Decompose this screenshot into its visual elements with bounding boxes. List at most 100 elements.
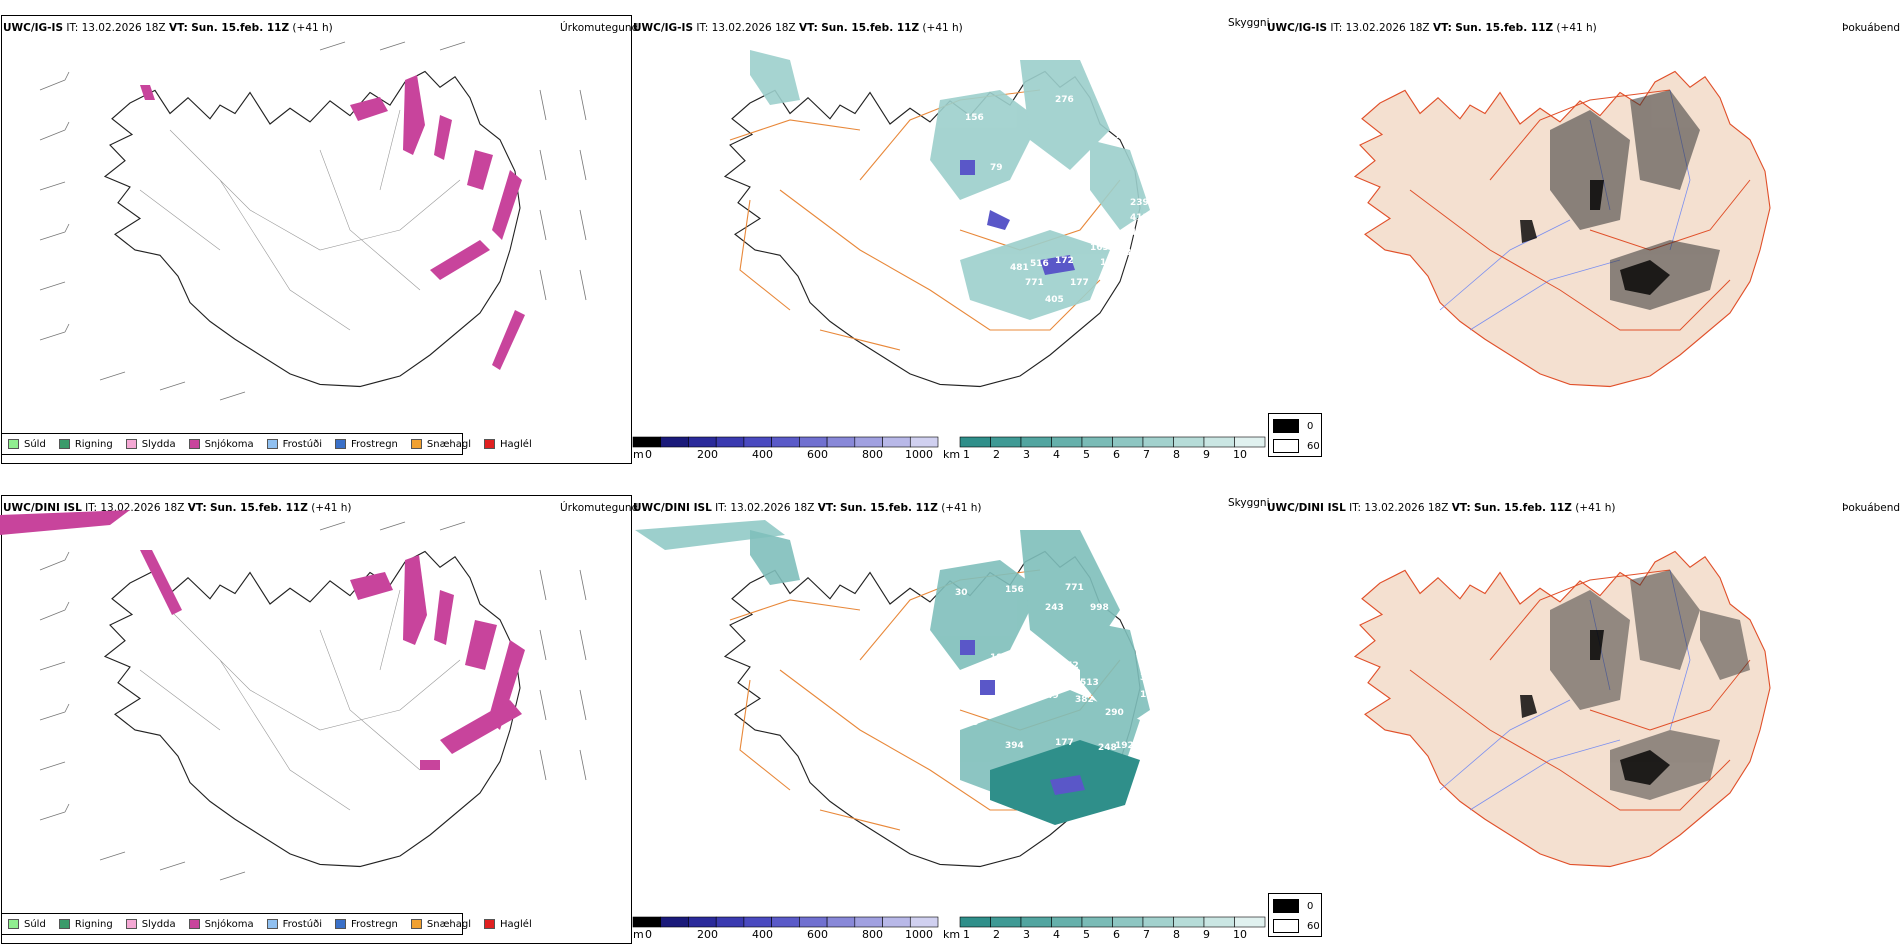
colorbar-segment — [632, 916, 662, 928]
colorbar-segment — [1020, 916, 1052, 928]
legend-swatch — [8, 919, 19, 929]
colorbar-segment — [959, 916, 991, 928]
colorbar-segment — [990, 436, 1022, 448]
colorbar-segment — [1020, 436, 1052, 448]
legend-swatch — [484, 439, 496, 449]
precip-legend-igis: Súld Rigning Slydda Snjókoma Frostúði Fr… — [1, 433, 532, 455]
colorbar-segment — [882, 916, 911, 928]
vis-number: 249 — [1040, 691, 1059, 701]
roads — [139, 109, 461, 331]
legend-item: Snjókoma — [188, 919, 254, 930]
legend-swatch — [410, 919, 422, 929]
legend-item: Rigning — [58, 919, 113, 930]
vis-map-igis: 276 79 156 79 247 281 239 413 444 272 16… — [724, 50, 1150, 388]
legend-item: Slydda — [125, 919, 176, 930]
vis-number: 30 — [955, 588, 968, 598]
legend-swatch — [484, 919, 496, 929]
vis-number: 513 — [1080, 678, 1099, 688]
snow-areas — [0, 510, 525, 770]
vis-number: 516 — [1030, 259, 1049, 269]
precip-map-frame-igis — [1, 15, 632, 464]
fog-map-igis — [1354, 70, 1771, 388]
vis-number: 352 — [1060, 661, 1079, 671]
param-precip-dini: Úrkomutegund — [560, 502, 639, 514]
colorbar-segment — [1081, 916, 1113, 928]
fog-swatch — [1273, 439, 1299, 453]
vis-number: 165 — [1090, 243, 1109, 253]
colorbar-segment — [826, 916, 856, 928]
legend-swatch — [125, 439, 137, 449]
vis-number: 67 — [1050, 675, 1063, 685]
colorbar-segment — [1173, 436, 1205, 448]
vis-number: 243 — [1045, 603, 1064, 613]
fog-swatch — [1273, 899, 1299, 913]
colorbar-segment — [771, 916, 800, 928]
colorbar-segment — [1051, 436, 1083, 448]
vis-number: 1525 — [1140, 690, 1165, 700]
param-fog-igis: Þokuábendi — [1842, 22, 1900, 34]
vis-number: 276 — [1055, 95, 1074, 105]
vis-number: 413 — [1130, 213, 1149, 223]
colorbar-segment — [1234, 916, 1266, 928]
km-colorbar-unit: km — [943, 448, 961, 461]
colorbar-segment — [1173, 916, 1205, 928]
vis-number: 290 — [1105, 708, 1124, 718]
km-colorbar-igis — [959, 436, 1266, 448]
fog-legend-igis: 0 60 — [1268, 413, 1322, 457]
vis-number: 444 — [1130, 228, 1149, 238]
vis-number: 209 — [960, 718, 979, 728]
vis-number: 771 — [1065, 583, 1084, 593]
header-igis-precip: UWC/IG-IS IT: 13.02.2026 18Z VT: Sun. 15… — [3, 22, 333, 34]
rivers — [1439, 89, 1691, 331]
vis-blue — [960, 640, 1085, 795]
colorbar-segment — [826, 436, 856, 448]
colorbar-segment — [854, 436, 883, 448]
legend-swatch — [188, 919, 200, 929]
colorbar-segment — [1142, 916, 1174, 928]
legend-swatch — [188, 439, 200, 449]
colorbar-segment — [1234, 436, 1266, 448]
vis-number: 39 — [1040, 648, 1053, 658]
wind-barbs — [39, 521, 587, 881]
colorbar-segment — [743, 916, 772, 928]
vis-number: 771 — [1025, 278, 1044, 288]
fog-legend-row: 60 — [1273, 439, 1320, 453]
colorbar-segment — [688, 436, 717, 448]
colorbar-segment — [990, 916, 1022, 928]
param-fog-dini: Þokuábendi — [1842, 502, 1900, 514]
vis-number: 481 — [1010, 263, 1029, 273]
vis-number: 272 — [960, 238, 979, 248]
colorbar-segment — [660, 436, 689, 448]
legend-item: Súld — [8, 439, 46, 450]
vis-number: 177 — [1070, 278, 1089, 288]
colorbar-segment — [743, 436, 772, 448]
legend-item: Snæhagl — [410, 919, 471, 930]
legend-item: Snjókoma — [188, 439, 254, 450]
vis-offshore — [635, 520, 785, 550]
colorbar-segment — [632, 436, 662, 448]
km-colorbar-unit: km — [943, 928, 961, 941]
param-vis-igis: Skyggni — [1228, 17, 1270, 29]
vis-number: 150 — [1100, 258, 1119, 268]
vis-map-dini: 771 156 30 998 243 241 184 39 352 67 513… — [635, 520, 1165, 868]
vis-numbers: 276 79 156 79 247 281 239 413 444 272 16… — [960, 95, 1149, 305]
vis-teal — [750, 50, 1150, 320]
legend-item: Slydda — [125, 439, 176, 450]
colorbar-segment — [909, 916, 939, 928]
colorbar-segment — [1112, 436, 1144, 448]
legend-item: Haglél — [484, 919, 532, 930]
fog-legend-row: 0 — [1273, 899, 1313, 913]
vis-numbers: 771 156 30 998 243 241 184 39 352 67 513… — [955, 583, 1165, 753]
param-precip-igis: Úrkomutegund — [560, 22, 639, 34]
legend-swatch — [58, 919, 70, 929]
legend-item: Haglél — [484, 439, 532, 450]
legend-item: Rigning — [58, 439, 113, 450]
vis-number: 239 — [1130, 198, 1149, 208]
param-vis-dini: Skyggni — [1228, 497, 1270, 509]
vis-number: 156 — [1005, 585, 1024, 595]
legend-item: Snæhagl — [410, 439, 471, 450]
header-dini-precip: UWC/DINI ISL IT: 13.02.2026 18Z VT: Sun.… — [3, 502, 352, 514]
header-igis-fog: UWC/IG-IS IT: 13.02.2026 18Z VT: Sun. 15… — [1267, 22, 1597, 34]
legend-swatch — [266, 919, 278, 929]
vis-number: 26 — [1138, 725, 1151, 735]
